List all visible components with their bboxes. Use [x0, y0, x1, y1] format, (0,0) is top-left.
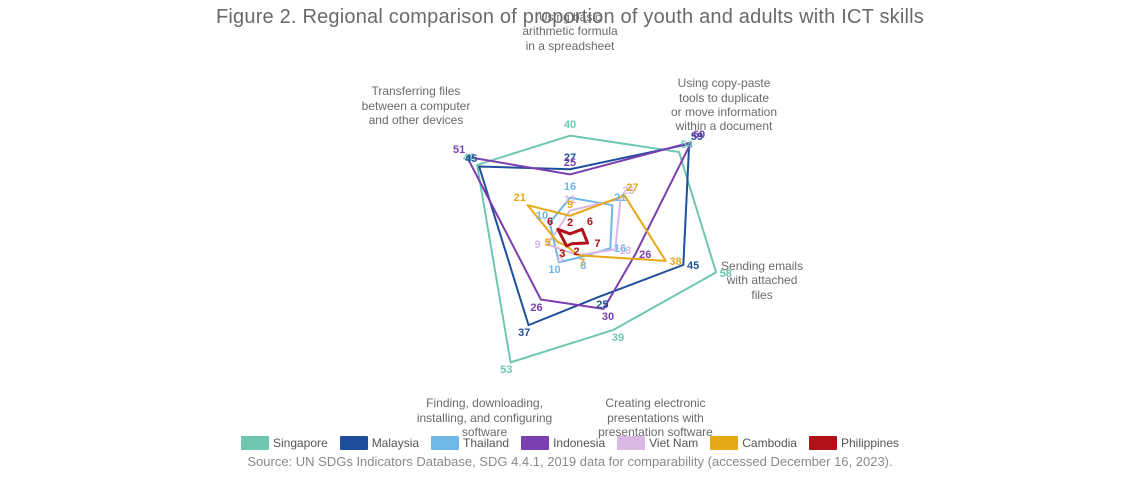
- legend-item-viet-nam: Viet Nam: [617, 435, 698, 450]
- series-cambodia: [528, 196, 666, 261]
- legend-swatch: [241, 436, 269, 450]
- legend-item-philippines: Philippines: [809, 435, 899, 450]
- legend-swatch: [710, 436, 738, 450]
- radar-chart: Using basic arithmetic formula in a spre…: [0, 29, 1140, 437]
- legend-label: Viet Nam: [649, 436, 698, 450]
- legend-item-cambodia: Cambodia: [710, 435, 797, 450]
- legend-swatch: [521, 436, 549, 450]
- legend: Singapore Malaysia Thailand Indonesia Viet N…: [0, 435, 1140, 450]
- legend-item-thailand: Thailand: [431, 435, 509, 450]
- legend-item-indonesia: Indonesia: [521, 435, 605, 450]
- legend-swatch: [340, 436, 368, 450]
- legend-swatch: [617, 436, 645, 450]
- legend-label: Philippines: [841, 436, 899, 450]
- legend-label: Cambodia: [742, 436, 797, 450]
- figure-title: Figure 2. Regional comparison of proport…: [0, 0, 1140, 29]
- source-note: Source: UN SDGs Indicators Database, SDG…: [0, 454, 1140, 469]
- legend-swatch: [809, 436, 837, 450]
- legend-item-malaysia: Malaysia: [340, 435, 419, 450]
- legend-item-singapore: Singapore: [241, 435, 328, 450]
- legend-label: Malaysia: [372, 436, 419, 450]
- series-singapore: [477, 136, 716, 363]
- radar-svg: [0, 29, 1140, 437]
- legend-swatch: [431, 436, 459, 450]
- legend-label: Indonesia: [553, 436, 605, 450]
- legend-label: Thailand: [463, 436, 509, 450]
- legend-label: Singapore: [273, 436, 328, 450]
